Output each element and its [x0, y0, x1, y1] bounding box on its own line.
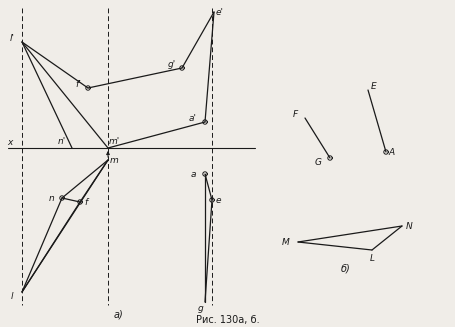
- Text: A: A: [388, 147, 394, 157]
- Text: l': l': [10, 33, 15, 43]
- Text: N: N: [405, 221, 411, 231]
- Text: a': a': [188, 113, 197, 123]
- Text: L: L: [369, 253, 374, 263]
- Text: M: M: [282, 237, 289, 247]
- Text: l: l: [11, 291, 13, 301]
- Text: F: F: [292, 110, 297, 118]
- Text: a: a: [190, 169, 195, 179]
- Text: m': m': [108, 136, 119, 146]
- Text: f: f: [84, 198, 87, 206]
- Text: g': g': [167, 60, 176, 68]
- Text: e: e: [215, 196, 220, 204]
- Text: x: x: [7, 137, 13, 146]
- Text: n': n': [58, 136, 66, 146]
- Text: m: m: [109, 156, 118, 164]
- Text: б): б): [340, 263, 350, 273]
- Text: E: E: [370, 81, 376, 91]
- Text: e': e': [216, 8, 223, 16]
- Text: Рис. 130а, б.: Рис. 130а, б.: [196, 315, 259, 325]
- Text: n: n: [49, 194, 55, 202]
- Text: g: g: [197, 303, 203, 313]
- Text: f': f': [75, 79, 81, 89]
- Text: G: G: [314, 158, 321, 166]
- Text: а): а): [113, 309, 122, 319]
